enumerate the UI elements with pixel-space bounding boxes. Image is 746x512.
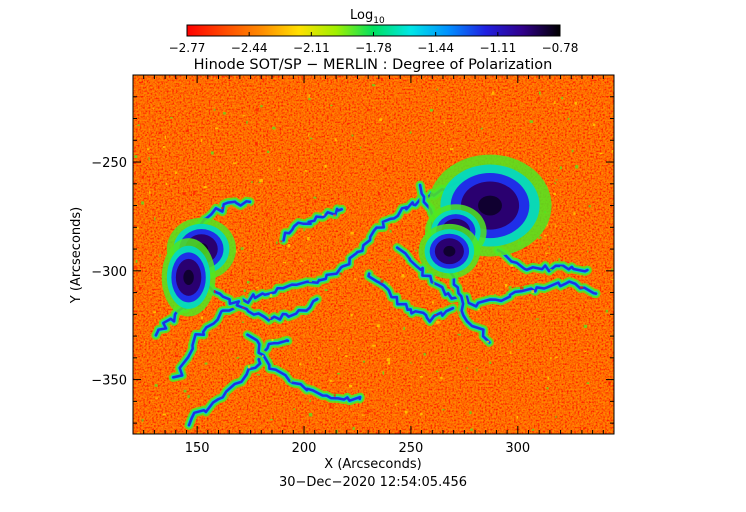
y-tick-label: −250	[91, 156, 127, 171]
y-axis-ticks: −250 −300 −350	[91, 96, 614, 424]
y-tick-label: −350	[91, 374, 127, 389]
x-tick-label: 200	[292, 441, 317, 456]
colorbar-tick-label: −1.78	[355, 41, 392, 55]
colorbar-label: Log10	[350, 8, 385, 26]
colorbar-ticks: −2.77 −2.44 −2.11 −1.78 −1.44 −1.11 −0.78	[169, 32, 579, 55]
y-tick-label: −300	[91, 265, 127, 280]
colorbar-tick-label: −1.11	[479, 41, 516, 55]
magnetic-network	[133, 76, 614, 434]
x-axis-label: X (Arcseconds)	[324, 457, 421, 472]
timestamp: 30−Dec−2020 12:54:05.456	[279, 475, 467, 490]
x-tick-label: 250	[398, 441, 423, 456]
y-axis-label: Y (Arcseconds)	[69, 207, 84, 304]
colorbar-tick-label: −2.44	[231, 41, 268, 55]
polarization-map	[133, 75, 614, 434]
x-tick-label: 150	[185, 441, 210, 456]
plot-frame	[132, 74, 615, 435]
colorbar-tick-label: −2.77	[169, 41, 206, 55]
chart-title: Hinode SOT/SP − MERLIN : Degree of Polar…	[194, 57, 553, 73]
sunspot-umbrae	[161, 154, 552, 317]
colorbar-tick-label: −0.78	[542, 41, 579, 55]
colorbar-tick-label: −2.11	[293, 41, 330, 55]
x-axis-ticks: 150 200 250 300	[143, 75, 604, 456]
colorbar-tick-label: −1.44	[417, 41, 454, 55]
x-tick-label: 300	[505, 441, 530, 456]
